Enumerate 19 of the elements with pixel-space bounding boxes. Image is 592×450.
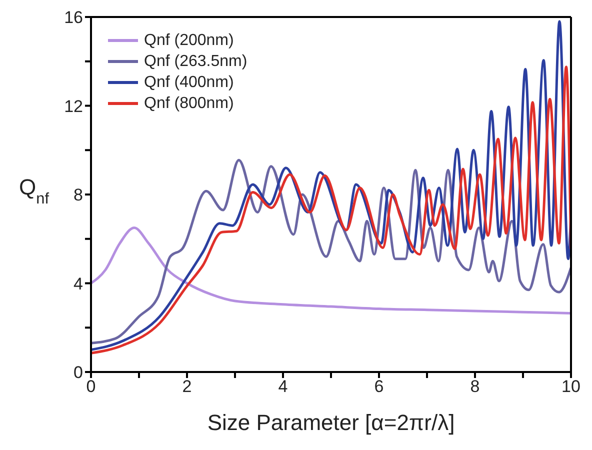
legend-label: Qnf (200nm) — [144, 31, 234, 51]
line-series — [91, 226, 571, 314]
line-series — [91, 158, 571, 344]
x-tick-label: 4 — [278, 377, 288, 396]
y-axis-title: Q$_{nf}$ — [19, 174, 50, 207]
y-tick-label: 8 — [74, 186, 83, 205]
y-tick-label: 0 — [74, 363, 83, 382]
y-tick-label: 16 — [64, 8, 83, 28]
y-tick-label: 4 — [74, 274, 83, 294]
x-axis-title: Size Parameter [α=2πr/λ] — [207, 410, 455, 435]
legend-label: Qnf (400nm) — [144, 73, 234, 93]
x-tick-label: 6 — [374, 377, 384, 396]
x-tick-label: 10 — [562, 377, 580, 396]
y-tick-label: 12 — [64, 96, 83, 116]
legend-label: Qnf (800nm) — [144, 94, 234, 114]
legend-label: Qnf (263.5nm) — [144, 52, 248, 72]
x-tick-label: 8 — [470, 377, 480, 396]
x-tick-label: 0 — [86, 377, 96, 396]
x-tick-label: 2 — [182, 377, 192, 396]
